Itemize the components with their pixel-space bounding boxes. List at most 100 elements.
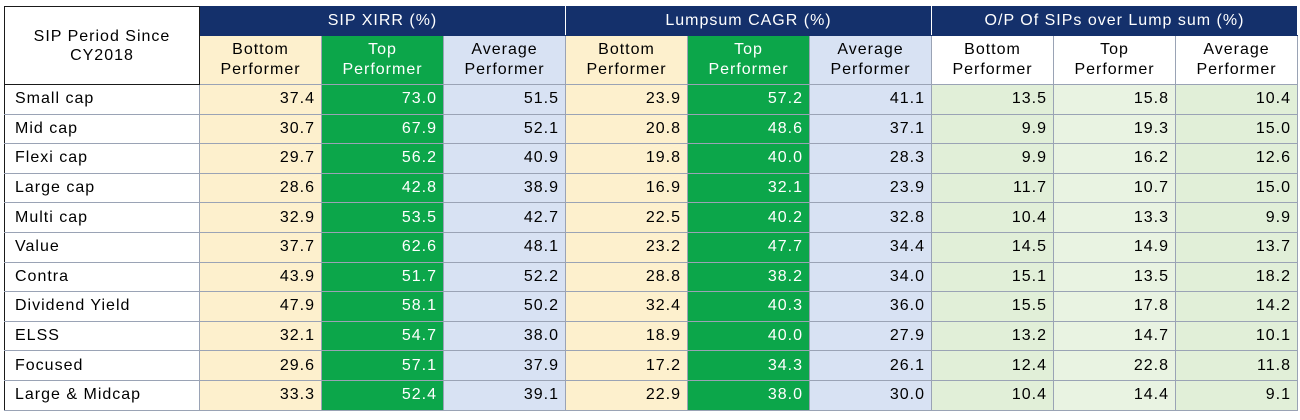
cell-lumpsum-top: 40.3 xyxy=(687,291,810,322)
cell-sip-average: 37.9 xyxy=(443,350,566,381)
cell-sip-bottom: 32.1 xyxy=(199,320,322,352)
table-row: Focused 29.6 57.1 37.9 17.2 34.3 26.1 12.4 22.8 1… xyxy=(4,350,1298,381)
cell-lumpsum-top: 57.2 xyxy=(687,84,810,115)
subheader-lumpsum-average: Average Performer xyxy=(809,35,932,85)
cell-op-top: 15.8 xyxy=(1053,84,1176,115)
cell-lumpsum-average: 36.0 xyxy=(809,291,932,322)
subheader-lumpsum-bottom: Bottom Performer xyxy=(565,35,688,85)
cell-lumpsum-top: 32.1 xyxy=(687,172,810,204)
cell-op-top: 14.4 xyxy=(1053,379,1176,411)
cell-lumpsum-bottom: 19.8 xyxy=(565,143,688,174)
cell-op-top: 14.9 xyxy=(1053,231,1176,263)
cell-op-average: 10.4 xyxy=(1175,84,1298,115)
cell-lumpsum-average: 34.4 xyxy=(809,231,932,263)
cell-op-top: 13.5 xyxy=(1053,261,1176,293)
cell-op-average: 9.1 xyxy=(1175,379,1298,411)
row-label: Large & Midcap xyxy=(4,379,200,411)
cell-sip-bottom: 29.7 xyxy=(199,143,322,174)
cell-op-top: 19.3 xyxy=(1053,113,1176,145)
cell-sip-top: 58.1 xyxy=(321,291,444,322)
cell-sip-top: 57.1 xyxy=(321,350,444,381)
cell-sip-average: 48.1 xyxy=(443,231,566,263)
subheader-sip-top: Top Performer xyxy=(321,35,444,85)
cell-lumpsum-average: 32.8 xyxy=(809,202,932,233)
cell-op-top: 22.8 xyxy=(1053,350,1176,381)
cell-op-average: 15.0 xyxy=(1175,172,1298,204)
cell-op-bottom: 14.5 xyxy=(931,231,1054,263)
table-row: Flexi cap 29.7 56.2 40.9 19.8 40.0 28.3 9.9 16.2… xyxy=(4,143,1298,174)
cell-sip-average: 42.7 xyxy=(443,202,566,233)
row-label: Dividend Yield xyxy=(4,291,200,322)
table-row: Small cap 37.4 73.0 51.5 23.9 57.2 41.1 13.5 15.… xyxy=(4,84,1298,115)
cell-op-top: 16.2 xyxy=(1053,143,1176,174)
cell-sip-top: 53.5 xyxy=(321,202,444,233)
table-row: ELSS 32.1 54.7 38.0 18.9 40.0 27.9 13.2 14.7 10.1 xyxy=(4,320,1298,352)
cell-op-average: 14.2 xyxy=(1175,291,1298,322)
cell-lumpsum-bottom: 23.9 xyxy=(565,84,688,115)
cell-sip-average: 52.2 xyxy=(443,261,566,293)
cell-lumpsum-top: 48.6 xyxy=(687,113,810,145)
cell-lumpsum-top: 38.0 xyxy=(687,379,810,411)
cell-sip-bottom: 30.7 xyxy=(199,113,322,145)
cell-lumpsum-top: 40.0 xyxy=(687,320,810,352)
cell-lumpsum-top: 40.0 xyxy=(687,143,810,174)
cell-op-bottom: 10.4 xyxy=(931,379,1054,411)
cell-sip-bottom: 28.6 xyxy=(199,172,322,204)
table-row: Multi cap 32.9 53.5 42.7 22.5 40.2 32.8 10.4 13.… xyxy=(4,202,1298,233)
group-header-outperformance: O/P Of SIPs over Lump sum (%) xyxy=(931,6,1298,36)
corner-header: SIP Period Since CY2018 xyxy=(4,6,200,85)
row-label: ELSS xyxy=(4,320,200,352)
sip-performance-table-wrapper: SIP Period Since CY2018 SIP XIRR (%) Lum… xyxy=(4,6,1298,411)
cell-lumpsum-top: 40.2 xyxy=(687,202,810,233)
cell-op-top: 14.7 xyxy=(1053,320,1176,352)
cell-sip-bottom: 37.4 xyxy=(199,84,322,115)
subheader-op-top: Top Performer xyxy=(1053,35,1176,85)
row-label: Large cap xyxy=(4,172,200,204)
subheader-op-average: Average Performer xyxy=(1175,35,1298,85)
cell-lumpsum-average: 23.9 xyxy=(809,172,932,204)
cell-lumpsum-bottom: 23.2 xyxy=(565,231,688,263)
subheader-op-bottom: Bottom Performer xyxy=(931,35,1054,85)
cell-sip-bottom: 47.9 xyxy=(199,291,322,322)
cell-sip-top: 73.0 xyxy=(321,84,444,115)
row-label: Multi cap xyxy=(4,202,200,233)
cell-lumpsum-average: 27.9 xyxy=(809,320,932,352)
cell-op-average: 10.1 xyxy=(1175,320,1298,352)
sip-performance-table: SIP Period Since CY2018 SIP XIRR (%) Lum… xyxy=(4,6,1298,411)
cell-sip-average: 50.2 xyxy=(443,291,566,322)
sub-header-row: Bottom Performer Top Performer Average P… xyxy=(5,35,1298,85)
cell-lumpsum-average: 34.0 xyxy=(809,261,932,293)
cell-sip-top: 52.4 xyxy=(321,379,444,411)
row-label: Flexi cap xyxy=(4,143,200,174)
cell-lumpsum-bottom: 18.9 xyxy=(565,320,688,352)
cell-sip-top: 67.9 xyxy=(321,113,444,145)
cell-op-bottom: 9.9 xyxy=(931,113,1054,145)
cell-sip-bottom: 29.6 xyxy=(199,350,322,381)
cell-sip-top: 54.7 xyxy=(321,320,444,352)
cell-lumpsum-bottom: 28.8 xyxy=(565,261,688,293)
row-label: Mid cap xyxy=(4,113,200,145)
cell-sip-average: 52.1 xyxy=(443,113,566,145)
cell-sip-average: 51.5 xyxy=(443,84,566,115)
table-row: Dividend Yield 47.9 58.1 50.2 32.4 40.3 36.0 15… xyxy=(4,291,1298,322)
cell-op-bottom: 10.4 xyxy=(931,202,1054,233)
cell-lumpsum-average: 26.1 xyxy=(809,350,932,381)
row-label: Small cap xyxy=(4,84,200,115)
table-row: Contra 43.9 51.7 52.2 28.8 38.2 34.0 15.1 13.5 18… xyxy=(4,261,1298,293)
group-header-lumpsum-cagr: Lumpsum CAGR (%) xyxy=(565,6,932,36)
cell-op-average: 18.2 xyxy=(1175,261,1298,293)
subheader-lumpsum-top: Top Performer xyxy=(687,35,810,85)
cell-op-bottom: 11.7 xyxy=(931,172,1054,204)
cell-lumpsum-bottom: 17.2 xyxy=(565,350,688,381)
cell-sip-bottom: 32.9 xyxy=(199,202,322,233)
cell-op-top: 17.8 xyxy=(1053,291,1176,322)
cell-lumpsum-average: 41.1 xyxy=(809,84,932,115)
cell-sip-average: 39.1 xyxy=(443,379,566,411)
cell-op-bottom: 12.4 xyxy=(931,350,1054,381)
cell-op-average: 9.9 xyxy=(1175,202,1298,233)
cell-lumpsum-bottom: 32.4 xyxy=(565,291,688,322)
cell-sip-top: 42.8 xyxy=(321,172,444,204)
cell-sip-average: 40.9 xyxy=(443,143,566,174)
table-row: Large & Midcap 33.3 52.4 39.1 22.9 38.0 30.0 10… xyxy=(4,379,1298,411)
cell-op-bottom: 15.5 xyxy=(931,291,1054,322)
